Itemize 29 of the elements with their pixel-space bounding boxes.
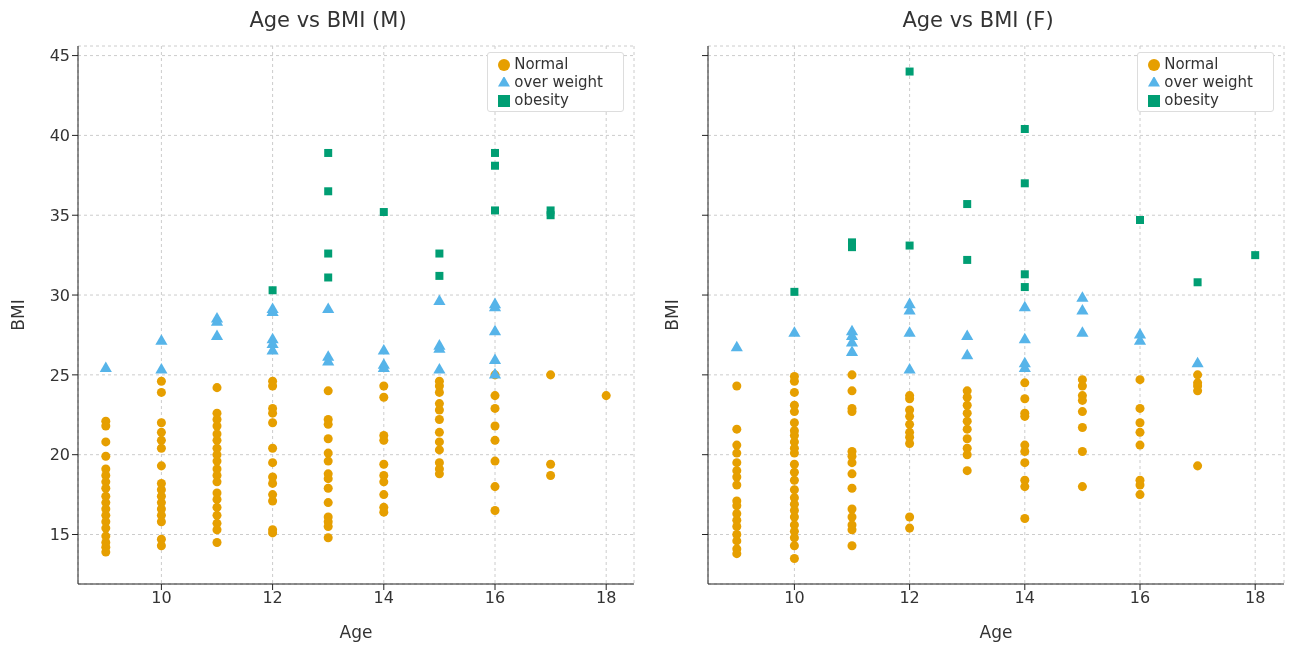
x-tick-label: 16 xyxy=(484,588,506,608)
y-tick-label: 40 xyxy=(49,126,70,146)
y-tick-label: 25 xyxy=(49,365,70,385)
y-tick-label: 45 xyxy=(49,46,70,66)
x-tick-label: 12 xyxy=(899,588,920,608)
legend-label: over weight xyxy=(514,73,603,91)
y-tick-label: 15 xyxy=(49,525,70,545)
x-axis-title: Age xyxy=(979,622,1013,642)
x-tick-label: 18 xyxy=(596,588,617,608)
legend-label: obesity xyxy=(514,91,569,109)
y-tick-label: 35 xyxy=(49,205,70,225)
x-axis-title: Age xyxy=(339,622,373,642)
x-tick-label: 10 xyxy=(151,588,172,608)
y-tick-label: 20 xyxy=(49,445,70,465)
x-tick-label: 10 xyxy=(784,588,805,608)
x-tick-label: 16 xyxy=(1129,588,1151,608)
y-tick-label: 30 xyxy=(49,285,70,305)
x-tick-label: 14 xyxy=(1014,588,1035,608)
legend-label: over weight xyxy=(1164,73,1253,91)
x-tick-label: 12 xyxy=(262,588,283,608)
chart-title: Age vs BMI (F) xyxy=(901,8,1055,34)
x-tick-label: 14 xyxy=(373,588,394,608)
legend-label: Normal xyxy=(514,55,569,73)
legend-label: Normal xyxy=(1164,55,1219,73)
chart-title: Age vs BMI (M) xyxy=(248,8,408,34)
x-tick-label: 18 xyxy=(1245,588,1266,608)
y-axis-title: BMI xyxy=(662,299,683,331)
legend-label: obesity xyxy=(1164,91,1219,109)
y-axis-title: BMI xyxy=(8,299,29,331)
